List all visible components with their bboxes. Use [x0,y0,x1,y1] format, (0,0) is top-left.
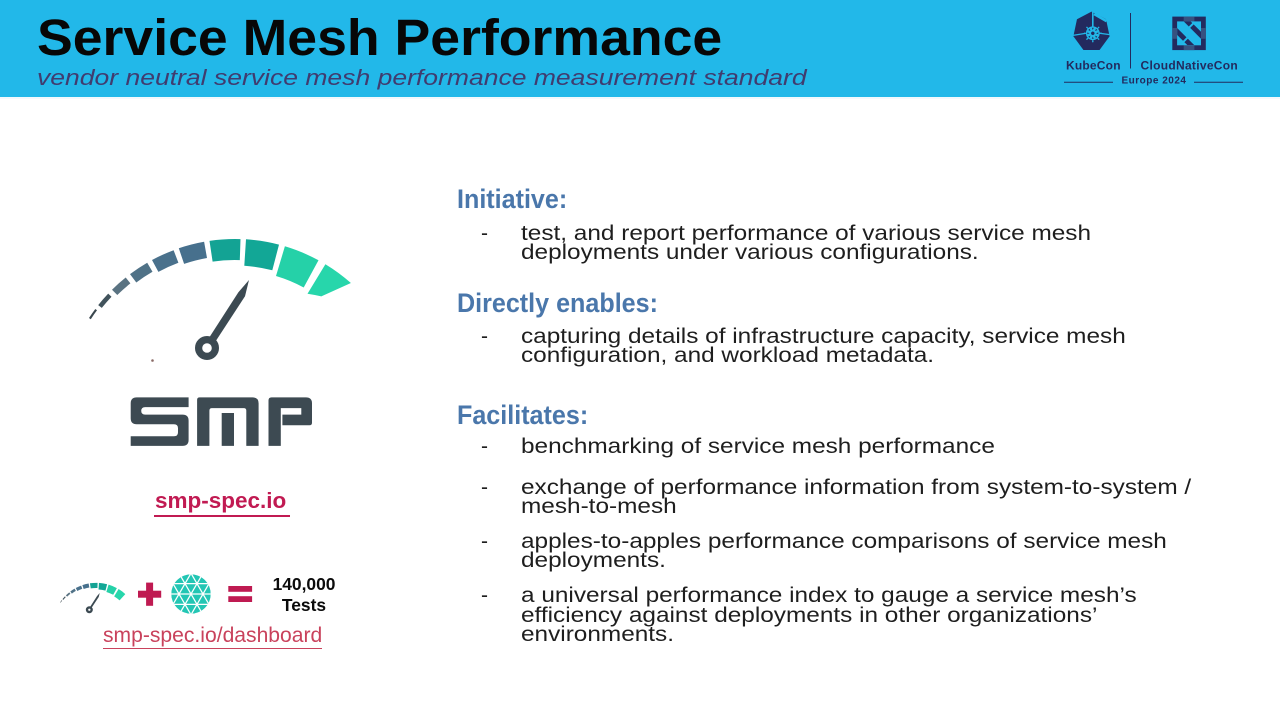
svg-text:KubeCon: KubeCon [1066,58,1121,72]
svg-text:Europe 2024: Europe 2024 [1122,76,1187,87]
svg-text:CloudNativeCon: CloudNativeCon [1141,58,1239,72]
